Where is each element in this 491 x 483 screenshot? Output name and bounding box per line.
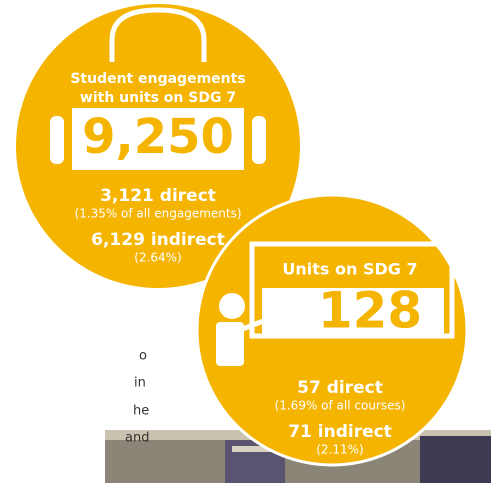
total: 128 [318, 282, 422, 340]
side-text: o [139, 349, 147, 364]
direct: 57 direct [297, 378, 383, 398]
title-line: with units on SDG 7 [80, 90, 236, 106]
teacher-head [219, 293, 245, 319]
side-text: in [134, 376, 146, 391]
title: Units on SDG 7 [282, 260, 417, 279]
title-line: Student engagements [70, 71, 245, 87]
direct-note: (1.69% of all courses) [275, 399, 406, 413]
direct: 3,121 direct [100, 186, 216, 206]
direct-note: (1.35% of all engagements) [74, 207, 241, 221]
total: 9,250 [82, 109, 234, 165]
infographic: o in he and Student engagements with uni… [0, 0, 491, 483]
indirect-note: (2.64%) [134, 251, 181, 265]
side-text: he [133, 404, 149, 419]
indirect: 6,129 indirect [91, 230, 225, 250]
side-text: and [125, 431, 149, 446]
indirect: 71 indirect [288, 422, 392, 442]
sign-ornament [252, 116, 266, 164]
indirect-note: (2.11%) [316, 443, 363, 457]
sign-ornament [50, 116, 64, 164]
